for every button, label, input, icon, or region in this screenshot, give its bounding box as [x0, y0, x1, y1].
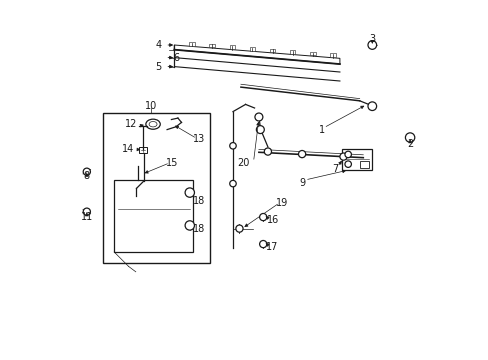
Text: 4: 4: [155, 40, 162, 50]
Bar: [329, 53, 335, 57]
Circle shape: [83, 208, 90, 215]
Circle shape: [298, 150, 305, 158]
Circle shape: [264, 148, 271, 155]
Bar: [341, 149, 371, 170]
Text: 6: 6: [173, 53, 179, 63]
Text: 9: 9: [299, 177, 305, 188]
Ellipse shape: [145, 119, 160, 129]
Text: 8: 8: [83, 171, 90, 181]
Text: 14: 14: [122, 144, 134, 154]
Circle shape: [254, 113, 263, 121]
Bar: [249, 47, 255, 50]
Bar: [269, 49, 275, 52]
Text: 19: 19: [276, 198, 288, 208]
Bar: [209, 44, 215, 48]
Text: 7: 7: [331, 164, 338, 174]
Text: 13: 13: [193, 134, 205, 144]
Text: 3: 3: [368, 34, 375, 44]
Circle shape: [367, 41, 376, 49]
Text: 18: 18: [193, 195, 205, 206]
Text: 1: 1: [318, 125, 325, 135]
Bar: [229, 45, 235, 49]
Text: 15: 15: [166, 158, 178, 168]
Text: 11: 11: [81, 212, 93, 222]
Circle shape: [259, 213, 266, 221]
Circle shape: [229, 180, 236, 187]
Ellipse shape: [149, 122, 157, 127]
Bar: [103, 113, 209, 263]
Bar: [360, 161, 368, 168]
Text: 17: 17: [266, 242, 278, 252]
Bar: [114, 180, 193, 252]
Text: 2: 2: [406, 139, 412, 149]
Circle shape: [405, 133, 414, 142]
Circle shape: [185, 188, 194, 197]
Circle shape: [344, 151, 351, 158]
Text: 10: 10: [145, 101, 157, 111]
Text: 20: 20: [237, 158, 249, 168]
Text: 5: 5: [155, 62, 162, 72]
Circle shape: [339, 153, 346, 160]
Circle shape: [83, 168, 90, 175]
Text: 16: 16: [266, 215, 278, 225]
Text: 12: 12: [125, 119, 137, 129]
Circle shape: [256, 126, 264, 134]
Bar: [289, 50, 295, 54]
Bar: [309, 52, 315, 55]
Circle shape: [259, 240, 266, 248]
Circle shape: [235, 225, 243, 232]
Circle shape: [229, 143, 236, 149]
Text: 18: 18: [193, 224, 205, 234]
Bar: [139, 147, 147, 153]
Circle shape: [344, 161, 351, 167]
Circle shape: [185, 221, 194, 230]
Bar: [189, 42, 195, 46]
Circle shape: [367, 102, 376, 111]
